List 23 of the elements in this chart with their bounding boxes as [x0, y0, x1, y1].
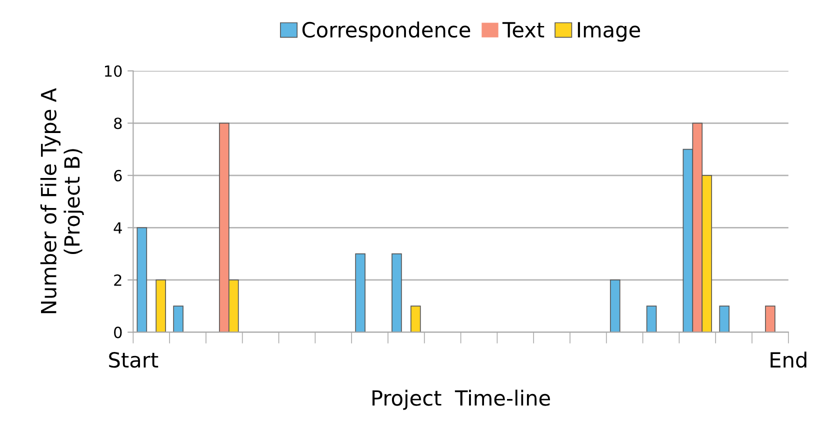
bar	[173, 306, 184, 332]
y-tick-label: 2	[114, 274, 122, 286]
y-tick-label: 0	[114, 326, 122, 338]
bar	[719, 306, 730, 332]
bar	[610, 280, 620, 332]
y-tick-label: 10	[104, 65, 122, 77]
legend-label: Text	[502, 22, 544, 38]
bar	[136, 227, 148, 332]
legend-label: Image	[578, 22, 640, 42]
bar	[392, 253, 402, 332]
bar	[646, 306, 657, 332]
text: End	[770, 352, 806, 368]
bar	[765, 306, 776, 332]
y-tick-label: 4	[114, 222, 122, 234]
legend-label: Correspondence	[302, 22, 470, 42]
bar	[156, 280, 166, 332]
y-tick-label: 6	[114, 170, 122, 182]
bar	[355, 253, 366, 332]
x-axis-title: Project Time-line	[372, 390, 550, 410]
y-axis-title: Number of File Type A (Project B)	[40, 88, 84, 314]
bar	[410, 306, 421, 332]
y-tick-label: 8	[114, 118, 122, 130]
text: Start	[109, 352, 158, 368]
